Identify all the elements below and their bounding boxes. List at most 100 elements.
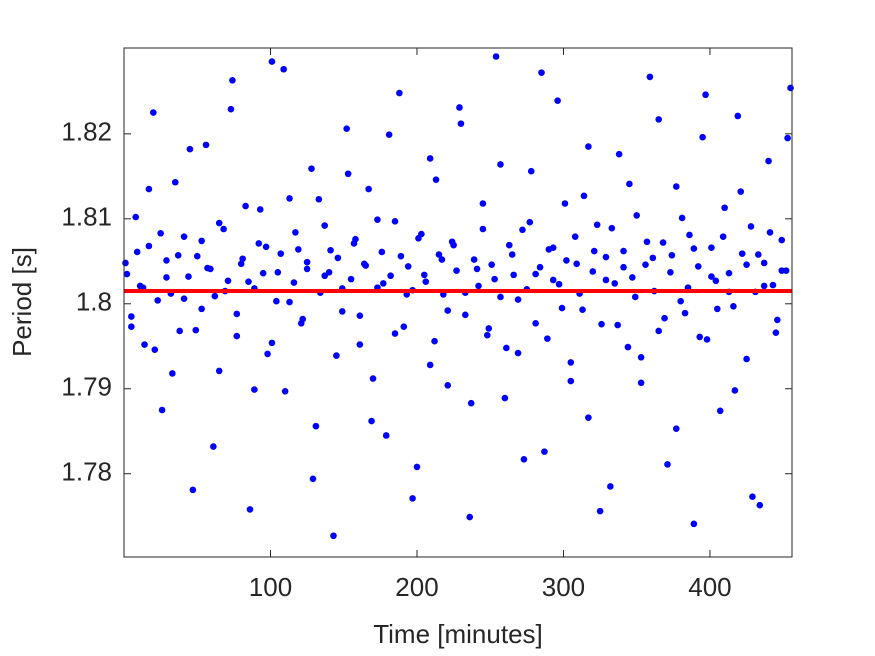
axes-box [123, 47, 793, 558]
point [699, 133, 706, 141]
point [409, 495, 416, 502]
point [333, 352, 340, 359]
point [262, 243, 270, 251]
point [237, 260, 245, 268]
point [536, 263, 544, 271]
point [132, 213, 140, 221]
point [378, 248, 386, 256]
point [607, 483, 614, 490]
point [690, 245, 698, 252]
point [637, 354, 645, 361]
point [563, 257, 570, 264]
point [281, 387, 289, 395]
point [176, 327, 183, 335]
point [734, 112, 742, 120]
point [227, 105, 235, 113]
point [128, 313, 135, 320]
point [277, 250, 285, 257]
point [571, 233, 579, 240]
point [703, 336, 711, 343]
point [431, 337, 438, 345]
point [510, 271, 517, 279]
point [672, 425, 680, 432]
point [233, 310, 241, 318]
x-tick-label: 300 [542, 572, 585, 602]
point [470, 256, 478, 263]
point [286, 298, 293, 306]
point [519, 226, 526, 234]
point [642, 261, 649, 268]
point [309, 475, 317, 483]
point [554, 97, 561, 104]
point [555, 280, 563, 288]
point [174, 252, 182, 259]
point [492, 53, 500, 60]
point [765, 157, 772, 165]
y-tick-label: 1.81 [61, 202, 112, 232]
point [655, 327, 662, 335]
point [387, 272, 394, 280]
point [593, 221, 601, 229]
marks [122, 53, 794, 540]
point [624, 343, 632, 351]
point [678, 214, 686, 222]
x-axis-label: Time [minutes] [373, 619, 543, 649]
point [677, 297, 684, 305]
point [453, 267, 460, 274]
point [743, 261, 750, 268]
point [558, 304, 566, 312]
point [659, 239, 667, 246]
point [491, 275, 498, 283]
point [649, 254, 657, 262]
point [255, 240, 263, 247]
x-tick-label: 400 [688, 572, 731, 602]
point [450, 241, 457, 249]
point [475, 282, 482, 290]
point [396, 89, 403, 97]
point [382, 432, 390, 439]
point [743, 355, 750, 363]
point [432, 176, 440, 184]
point [667, 269, 674, 276]
point [151, 346, 159, 353]
point [215, 367, 223, 375]
point [637, 379, 645, 387]
point [672, 183, 680, 190]
point [655, 116, 662, 123]
point [505, 241, 513, 249]
point [145, 185, 153, 193]
point [169, 370, 176, 377]
point [404, 263, 412, 270]
point [756, 501, 764, 509]
point [737, 188, 745, 195]
point [731, 387, 739, 394]
point [356, 341, 364, 348]
point [787, 84, 794, 92]
point [483, 331, 491, 339]
point [273, 297, 280, 305]
point [438, 256, 446, 263]
point [567, 359, 575, 366]
point [457, 120, 465, 127]
point [769, 281, 777, 289]
point [163, 257, 170, 264]
point [280, 65, 287, 73]
point [149, 109, 157, 116]
point [368, 417, 375, 425]
point [573, 260, 580, 268]
point [485, 325, 493, 332]
point [233, 332, 241, 340]
point [415, 235, 422, 242]
point [347, 275, 355, 283]
point [123, 270, 131, 278]
point [350, 240, 358, 247]
point [611, 280, 619, 287]
point [413, 463, 421, 471]
point [251, 386, 258, 393]
point [696, 333, 704, 341]
point [374, 216, 381, 223]
point [602, 276, 610, 284]
point [473, 265, 481, 273]
point [721, 204, 728, 212]
